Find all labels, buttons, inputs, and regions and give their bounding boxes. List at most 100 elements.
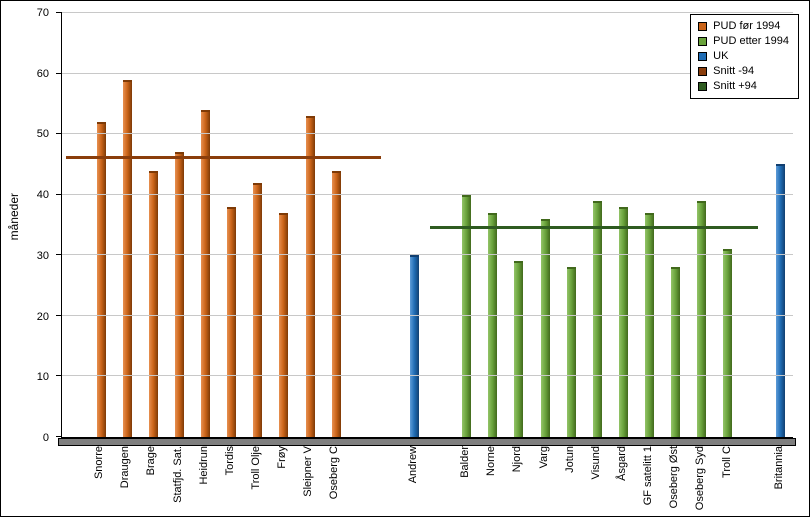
x-category-label: Norne — [485, 446, 498, 476]
x-label-slot — [741, 445, 767, 516]
bar-slot — [375, 13, 401, 437]
bar-jotun — [566, 267, 576, 437]
legend-swatch — [698, 51, 708, 61]
x-label-slot — [61, 445, 87, 516]
bar-tordis — [227, 206, 237, 437]
x-category-label: Snorre — [93, 446, 106, 480]
x-label-slot: Statfjd. Sat. — [166, 445, 192, 516]
y-tick-label: 70 — [36, 7, 49, 19]
x-label-slot — [427, 445, 453, 516]
legend-label: PUD etter 1994 — [713, 35, 789, 47]
y-tick-mark — [56, 314, 62, 316]
legend-swatch — [698, 66, 708, 76]
bar-norne — [488, 212, 498, 437]
bar-slot — [558, 13, 584, 437]
x-label-slot — [375, 445, 401, 516]
x-label-slot: Jotun — [558, 445, 584, 516]
bar-brage — [148, 170, 158, 437]
y-tick-mark — [56, 72, 62, 74]
legend-label: Snitt +94 — [713, 80, 757, 92]
gridline — [62, 314, 793, 316]
bar-troll-olje — [253, 182, 263, 437]
average-line-snitt-94 — [429, 226, 758, 230]
average-line-snitt-94 — [66, 156, 382, 160]
x-label-slot: Visund — [584, 445, 610, 516]
gridline — [62, 133, 793, 135]
x-category-label: GF satelitt 1 — [642, 446, 655, 506]
x-category-label: Tordis — [223, 446, 236, 476]
bar-slot — [715, 13, 741, 437]
bar-visund — [592, 200, 602, 437]
x-category-label: Njord — [511, 446, 524, 473]
chart-floor — [58, 438, 796, 446]
x-label-slot: Britannia — [767, 445, 793, 516]
bar-slot — [532, 13, 558, 437]
x-label-slot: Norne — [479, 445, 505, 516]
x-category-label: Oseberg Syd — [694, 446, 707, 511]
x-label-slot: Tordis — [218, 445, 244, 516]
x-label-slot: Oseberg Syd — [688, 445, 714, 516]
y-tick-label: 20 — [36, 310, 49, 323]
bar-frøy — [279, 212, 289, 437]
x-label-slot: Heidrun — [192, 445, 218, 516]
bar-heidrun — [201, 109, 211, 437]
bar-troll-c — [723, 249, 733, 437]
gridline — [62, 254, 793, 256]
x-category-label: Oseberg C — [328, 446, 341, 500]
x-label-slot: GF satelitt 1 — [636, 445, 662, 516]
x-category-label: Åsgard — [616, 446, 629, 481]
x-category-label: Statfjd. Sat. — [171, 446, 184, 503]
bar-slot — [245, 13, 271, 437]
bar-oseberg-syd — [697, 200, 707, 437]
y-tick-label: 50 — [36, 128, 49, 141]
x-category-label: Jotun — [563, 446, 576, 473]
x-label-slot: Frøy — [270, 445, 296, 516]
x-category-label: Sleipner V — [302, 446, 315, 497]
bar-åsgard — [618, 206, 628, 437]
bar-slot — [610, 13, 636, 437]
bar-slot — [401, 13, 427, 437]
bar-balder — [462, 194, 472, 437]
x-label-slot: Njord — [505, 445, 531, 516]
bar-slot — [62, 13, 88, 437]
bar-slot — [663, 13, 689, 437]
bar-slot — [636, 13, 662, 437]
legend-label: Snitt -94 — [713, 65, 755, 77]
x-category-label: Heidrun — [197, 446, 210, 485]
bar-slot — [480, 13, 506, 437]
x-category-label: Visund — [589, 446, 602, 480]
bar-britannia — [775, 164, 785, 437]
plot-area — [56, 12, 793, 438]
bar-andrew — [409, 255, 419, 437]
x-label-slot: Andrew — [401, 445, 427, 516]
legend-item: Snitt +94 — [698, 80, 789, 92]
y-tick-label: 0 — [42, 432, 49, 444]
bar-slot — [428, 13, 454, 437]
bar-slot — [140, 13, 166, 437]
bar-slot — [506, 13, 532, 437]
bar-slot — [584, 13, 610, 437]
x-label-slot: Oseberg C — [322, 445, 348, 516]
y-tick-mark — [56, 133, 62, 135]
y-tick-mark — [56, 193, 62, 195]
gridline — [62, 12, 793, 13]
legend-item: Snitt -94 — [698, 65, 789, 77]
bar-slot — [166, 13, 192, 437]
y-tick-mark — [56, 254, 62, 256]
y-tick-label: 40 — [36, 189, 49, 202]
x-label-slot: Draugen — [113, 445, 139, 516]
x-category-label: Oseberg Øst — [668, 446, 681, 509]
bar-slot — [349, 13, 375, 437]
x-category-label: Britannia — [772, 446, 785, 490]
legend-item: PUD etter 1994 — [698, 35, 789, 47]
x-label-slot: Åsgard — [610, 445, 636, 516]
gridline — [62, 72, 793, 74]
bar-draugen — [122, 79, 132, 437]
legend-swatch — [698, 21, 708, 31]
bar-slot — [297, 13, 323, 437]
y-tick-label: 30 — [36, 249, 49, 262]
x-category-label: Balder — [459, 446, 472, 478]
bar-njord — [514, 261, 524, 437]
bar-slot — [689, 13, 715, 437]
